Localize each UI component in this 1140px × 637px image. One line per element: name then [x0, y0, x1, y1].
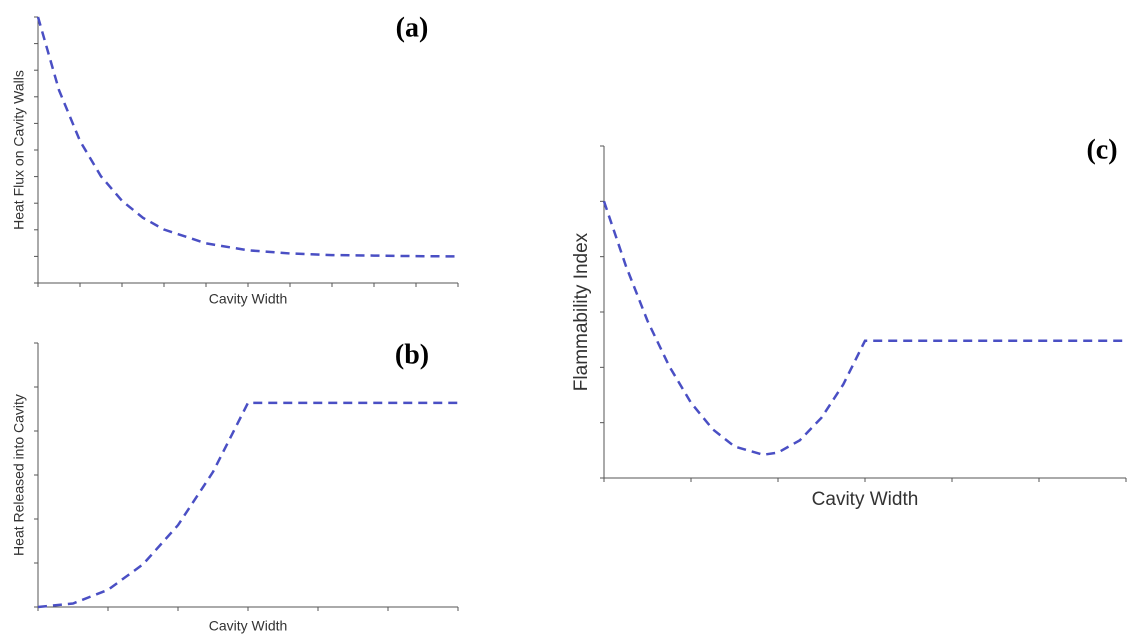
y-axis-label: Heat Released into Cavity	[11, 394, 27, 556]
y-axis-label: Flammability Index	[571, 232, 592, 391]
y-axis-label: Heat Flux on Cavity Walls	[11, 70, 27, 230]
panel-label: (b)	[395, 339, 429, 370]
panel-label: (a)	[396, 12, 429, 43]
x-axis-label: Cavity Width	[812, 489, 919, 510]
curve	[36, 16, 459, 258]
curve	[602, 200, 1126, 457]
curve	[37, 401, 458, 609]
x-axis-label: Cavity Width	[209, 291, 288, 307]
panel-label: (c)	[1086, 134, 1117, 165]
x-axis-label: Cavity Width	[209, 618, 288, 634]
